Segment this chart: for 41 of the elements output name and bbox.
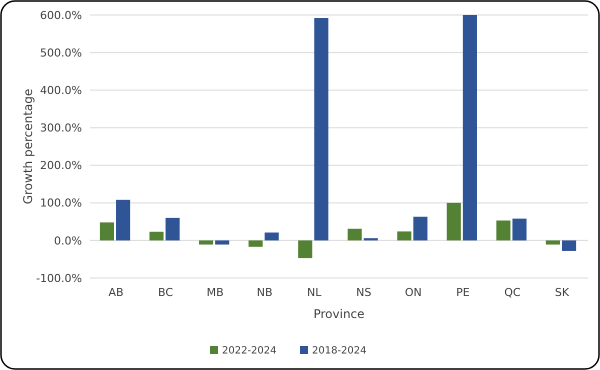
- legend-label: 2022-2024: [222, 346, 277, 356]
- bar: [397, 231, 412, 240]
- y-axis-title: Growth percentage: [21, 88, 35, 204]
- bar: [462, 15, 477, 240]
- x-tick-label: MB: [206, 286, 224, 299]
- bar: [100, 222, 114, 240]
- bar: [298, 240, 312, 258]
- y-tick-label: 500.0%: [40, 46, 82, 60]
- y-tick-label: -100.0%: [36, 272, 82, 285]
- bar: [413, 216, 428, 240]
- bar: [348, 228, 362, 240]
- bar: [149, 232, 164, 240]
- bar: [496, 220, 510, 240]
- bar: [314, 18, 328, 240]
- bar: [512, 218, 527, 240]
- bar: [248, 240, 263, 247]
- x-tick-label: PE: [456, 286, 470, 299]
- y-tick-label: 600.0%: [40, 8, 82, 22]
- y-tick-label: 400.0%: [40, 84, 82, 97]
- y-tick-label: 100.0%: [40, 196, 82, 210]
- bar: [264, 232, 279, 240]
- bar: [215, 240, 230, 245]
- x-tick-label: BC: [158, 286, 174, 299]
- x-tick-label: NB: [256, 286, 273, 299]
- bar: [199, 240, 214, 245]
- legend-label: 2018-2024: [312, 346, 367, 356]
- x-axis-title: Province: [313, 307, 365, 321]
- x-tick-label: AB: [108, 286, 124, 299]
- bar: [446, 202, 461, 240]
- bar: [166, 218, 180, 240]
- y-tick-label: 200.0%: [40, 159, 82, 172]
- x-tick-label: SK: [554, 286, 570, 299]
- y-tick-label: 0.0%: [54, 234, 82, 248]
- x-tick-label: QC: [504, 286, 521, 299]
- y-tick-label: 300.0%: [40, 122, 82, 135]
- bar: [562, 240, 576, 251]
- bar: [116, 200, 130, 240]
- x-tick-label: ON: [404, 286, 422, 299]
- bar: [546, 240, 560, 245]
- x-tick-label: NS: [356, 286, 372, 299]
- x-tick-label: NL: [307, 286, 322, 299]
